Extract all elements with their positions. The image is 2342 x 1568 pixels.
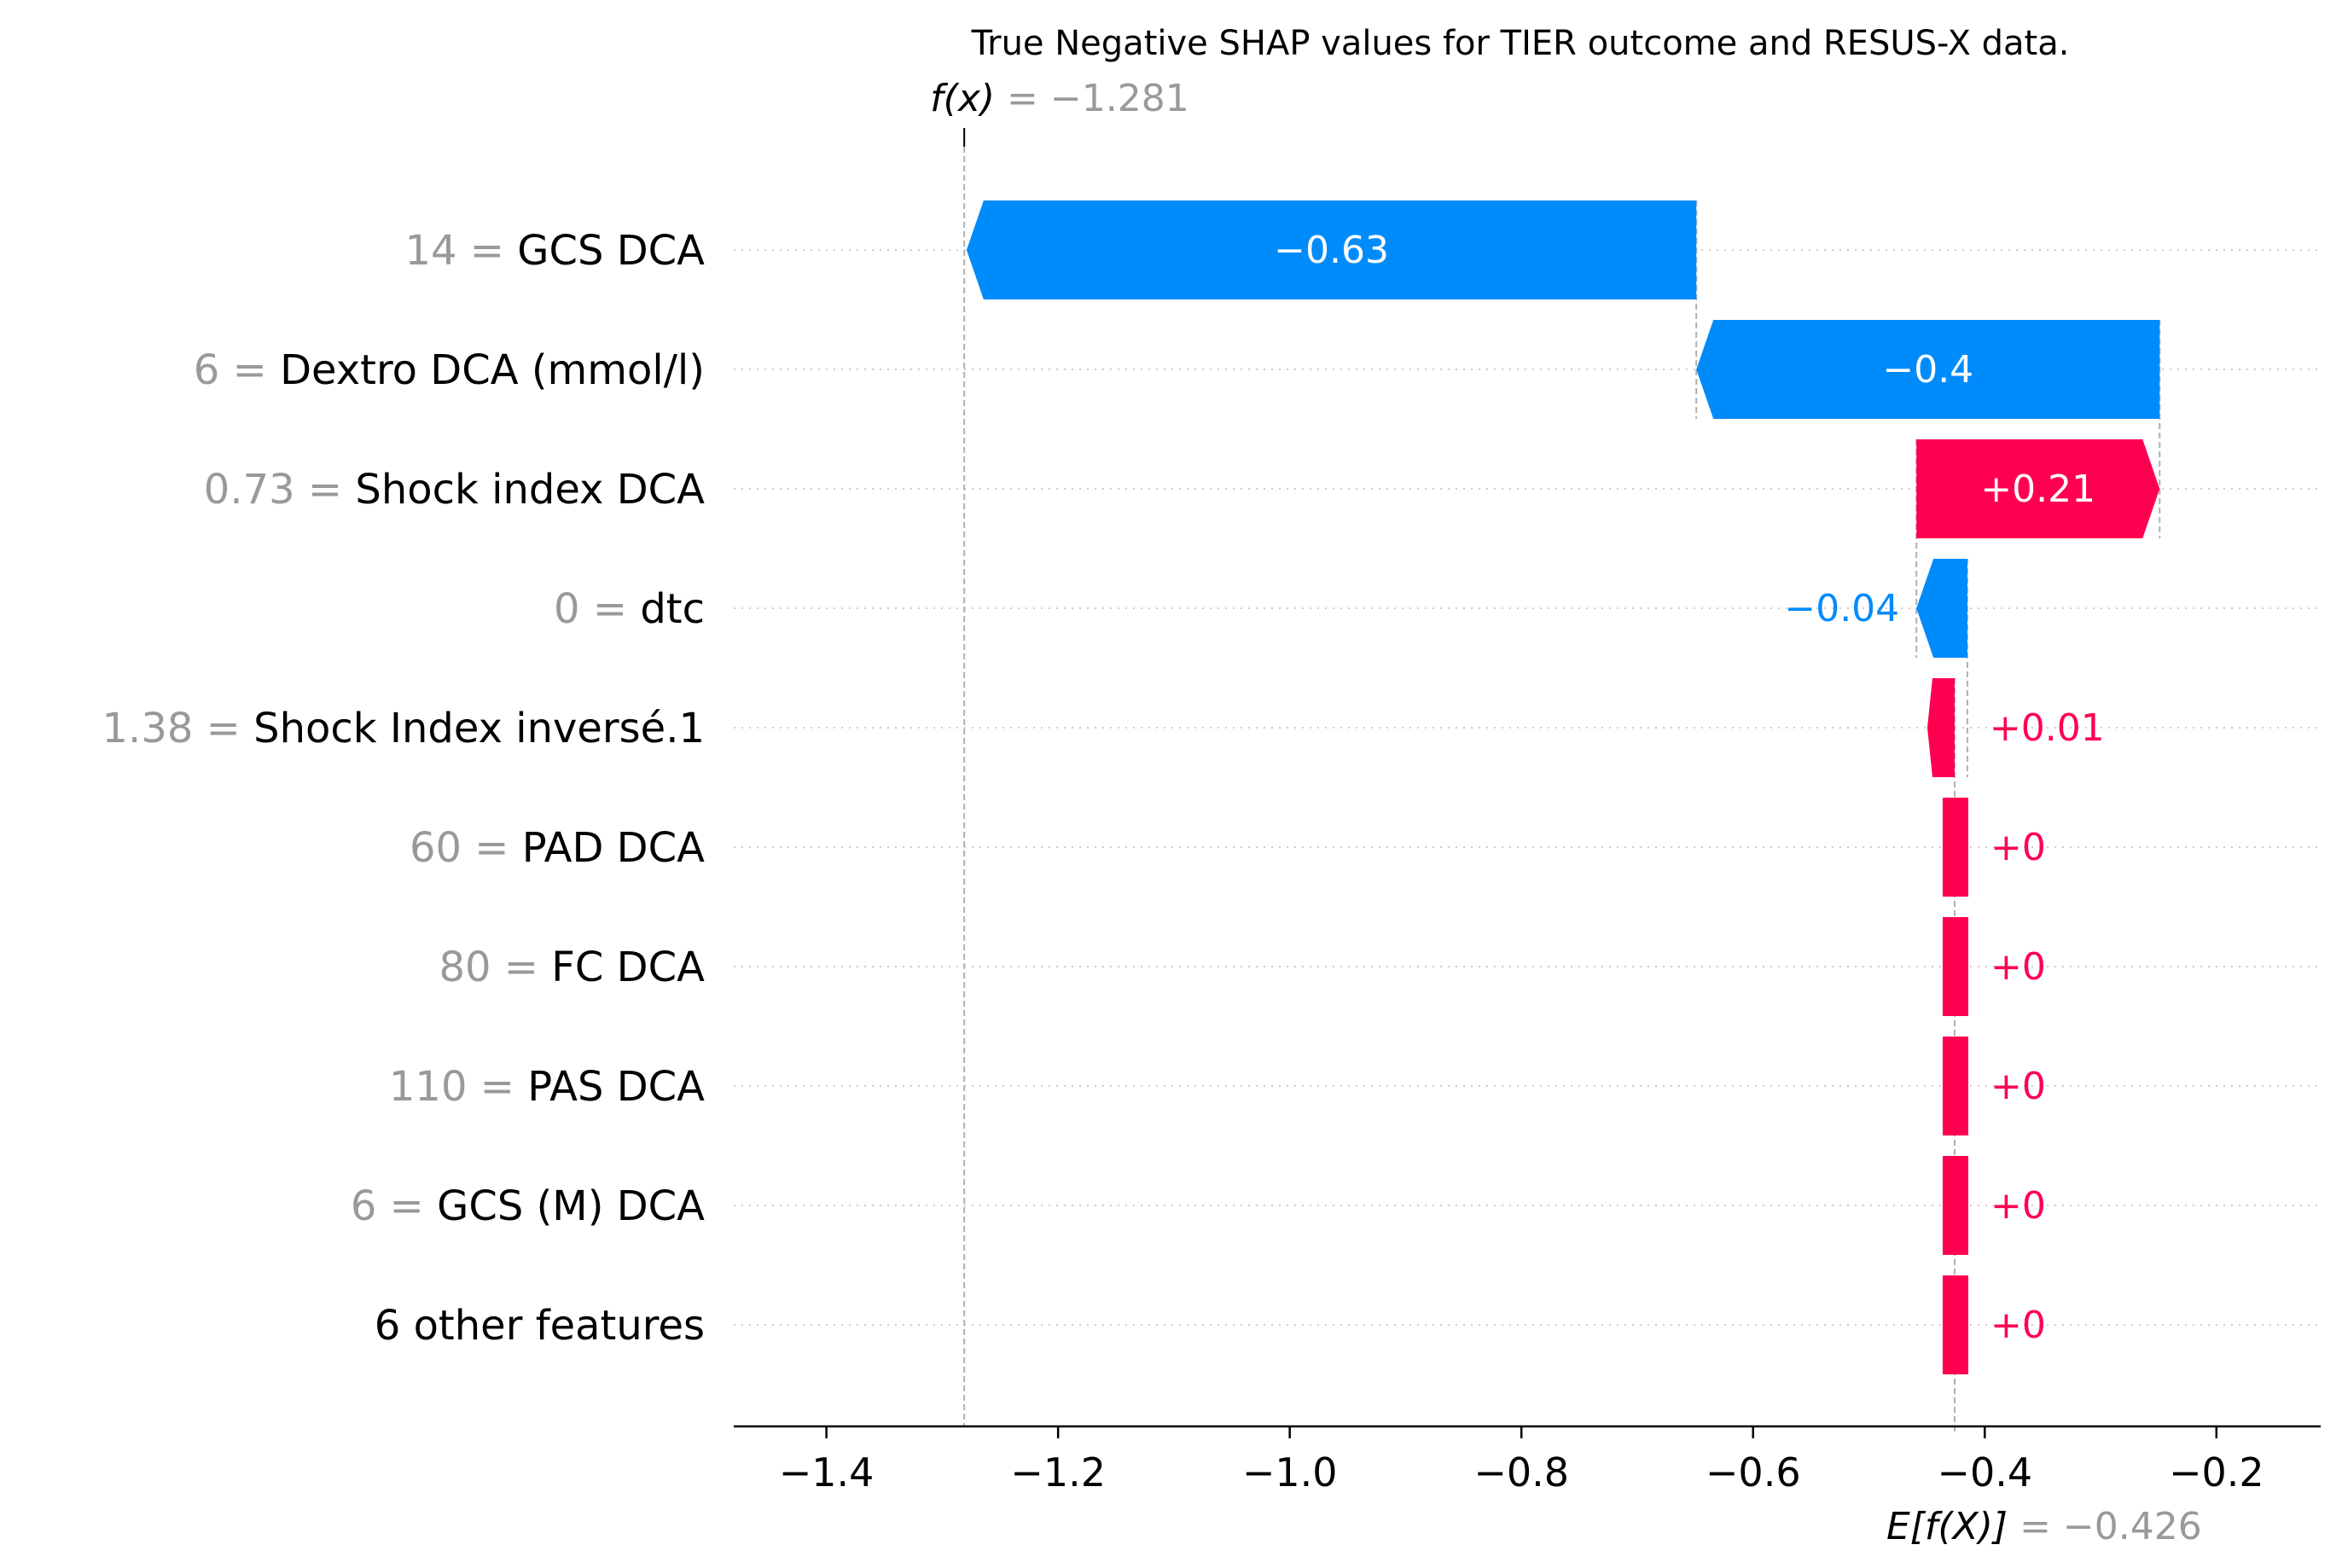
positive-bar [1942, 1156, 1968, 1255]
feature-value: 1.38 = [102, 705, 254, 752]
bar-value-label: +0 [1990, 1065, 2046, 1108]
feature-value: 0.73 = [204, 466, 356, 514]
positive-bar [1942, 1037, 1968, 1135]
positive-bar [1926, 678, 1955, 777]
value-annotations: f(x) = −1.281 E[f(X)] = −0.426 [930, 77, 2202, 1548]
feature-name: GCS DCA [517, 227, 705, 275]
bar-value-label: +0.21 [1980, 467, 2095, 511]
x-tick-label: −0.2 [2169, 1449, 2264, 1495]
fx-label: f(x) [930, 77, 1007, 120]
fx-value: = −1.281 [1007, 77, 1189, 120]
feature-value: 80 = [439, 944, 551, 991]
x-tick-label: −0.6 [1706, 1449, 1801, 1495]
fx-annotation: f(x) = −1.281 [930, 77, 1189, 120]
feature-label: 6 = GCS (M) DCA [351, 1182, 705, 1230]
bar-value-label: −0.04 [1784, 587, 1899, 630]
bar-value-label: −0.4 [1882, 348, 1973, 392]
feature-value: 60 = [410, 824, 522, 872]
feature-value: 0 = [554, 585, 640, 633]
feature-value: 110 = [389, 1063, 527, 1111]
feature-name: 6 other features [375, 1302, 705, 1350]
x-axis: −1.4 −1.2 −1.0 −0.8 −0.6 −0.4 −0.2 [734, 1425, 2321, 1495]
feature-name: Shock index DCA [355, 466, 705, 514]
x-tick-label: −0.8 [1473, 1449, 1569, 1495]
bar-value-label: −0.63 [1274, 229, 1389, 272]
feature-label: 6 other features [375, 1302, 705, 1350]
chart-title: True Negative SHAP values for TIER outco… [971, 24, 2070, 63]
positive-bar [1942, 917, 1968, 1016]
positive-bar [1942, 798, 1968, 897]
feature-label: 0 = dtc [554, 585, 705, 633]
positive-bar [1942, 1275, 1968, 1374]
feature-label: 110 = PAS DCA [389, 1063, 705, 1111]
feature-value: 6 = [351, 1182, 437, 1230]
x-tick-label: −1.2 [1010, 1449, 1106, 1495]
feature-label: 0.73 = Shock index DCA [204, 466, 705, 514]
feature-label: 14 = GCS DCA [404, 227, 705, 275]
feature-label: 60 = PAD DCA [410, 824, 705, 872]
bars: −0.63 −0.4 +0.21 −0.04 +0.01 +0 +0 +0 +0 +0 [966, 200, 2160, 1374]
negative-bar [966, 200, 1697, 299]
feature-value: 14 = [404, 227, 517, 275]
efx-label: E[f(X)] [1886, 1505, 2019, 1548]
feature-name: PAS DCA [527, 1063, 705, 1111]
feature-name: Shock Index inversé.1 [253, 705, 705, 752]
efx-value: = −0.426 [2019, 1505, 2202, 1548]
feature-value: 6 = [194, 346, 280, 394]
negative-bar [1696, 320, 2160, 419]
bar-value-label: +0.01 [1990, 706, 2105, 750]
feature-name: Dextro DCA (mmol/l) [280, 346, 705, 394]
bar-value-label: +0 [1990, 1184, 2046, 1228]
positive-bar [1916, 439, 2160, 538]
x-tick-label: −0.4 [1937, 1449, 2032, 1495]
bar-value-label: +0 [1990, 945, 2046, 989]
feature-label: 1.38 = Shock Index inversé.1 [102, 705, 705, 752]
x-tick-label: −1.0 [1242, 1449, 1338, 1495]
feature-name: GCS (M) DCA [437, 1182, 705, 1230]
efx-annotation: E[f(X)] = −0.426 [1886, 1505, 2202, 1548]
feature-name: dtc [640, 585, 705, 633]
negative-bar [1916, 559, 1967, 658]
feature-labels: 14 = GCS DCA 6 = Dextro DCA (mmol/l) 0.73 … [102, 227, 706, 1350]
feature-name: FC DCA [551, 944, 705, 991]
bar-value-label: +0 [1990, 826, 2046, 869]
feature-label: 80 = FC DCA [439, 944, 705, 991]
bar-value-label: +0 [1990, 1304, 2046, 1347]
x-tick-label: −1.4 [779, 1449, 875, 1495]
feature-label: 6 = Dextro DCA (mmol/l) [194, 346, 705, 394]
feature-name: PAD DCA [522, 824, 705, 872]
